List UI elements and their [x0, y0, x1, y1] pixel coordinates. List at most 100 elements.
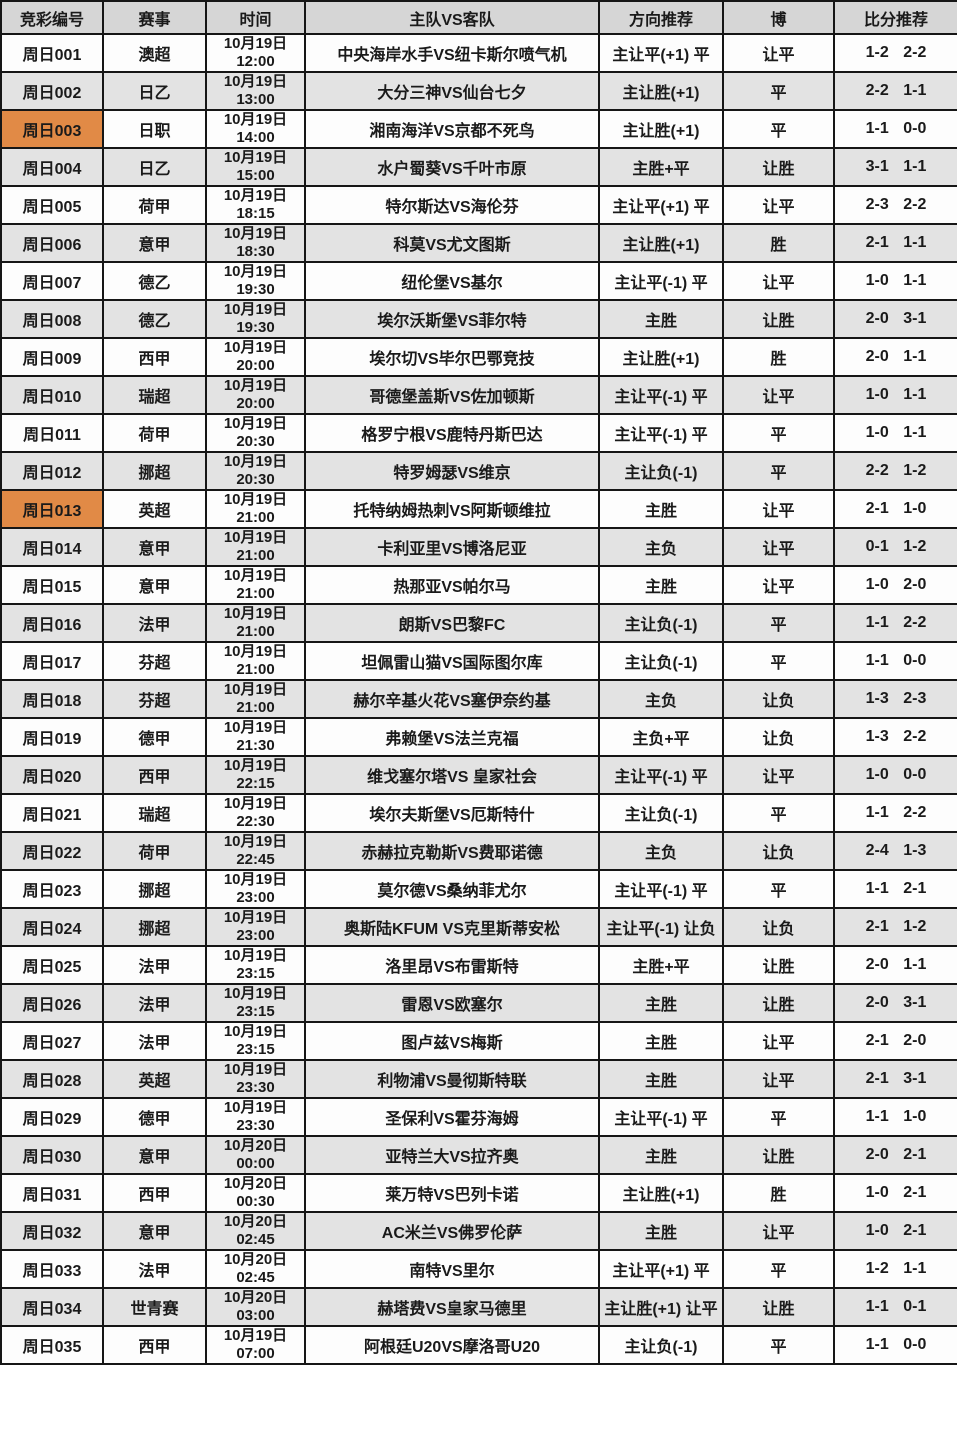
bet-recommendation-cell: 平	[722, 413, 835, 453]
direction-recommendation-cell: 主让负(-1)	[598, 641, 724, 681]
time-cell: 10月19日 21:00	[205, 641, 306, 681]
league-cell: 世青赛	[102, 1287, 207, 1327]
time-cell: 10月19日 22:30	[205, 793, 306, 833]
match-id-cell: 周日013	[0, 489, 104, 529]
match-date: 10月20日	[223, 1175, 288, 1193]
match-id-cell: 周日021	[0, 793, 104, 833]
score-recommendation-cell: 1-1 0-0	[833, 109, 957, 149]
match-id-cell: 周日031	[0, 1173, 104, 1213]
score-recommendation-cell: 1-1 2-1	[833, 869, 957, 909]
direction-recommendation-cell: 主让负(-1)	[598, 793, 724, 833]
direction-recommendation-cell: 主让平(-1) 平	[598, 375, 724, 415]
match-id-cell: 周日034	[0, 1287, 104, 1327]
table-row: 周日012 挪超 10月19日 20:30 特罗姆瑟VS维京 主让负(-1) 平 2-2 1-…	[0, 451, 957, 491]
table-row: 周日033 法甲 10月20日 02:45 南特VS里尔 主让平(+1) 平平 1-2 1-…	[0, 1249, 957, 1289]
time-cell: 10月19日 23:15	[205, 1021, 306, 1061]
teams-cell: 雷恩VS欧塞尔	[304, 983, 600, 1023]
league-cell: 澳超	[102, 33, 207, 73]
league-cell: 西甲	[102, 1173, 207, 1213]
match-time: 20:00	[236, 357, 275, 374]
bet-recommendation-cell: 让平	[722, 33, 835, 73]
match-time: 15:00	[236, 167, 275, 184]
time-cell: 10月19日 21:00	[205, 679, 306, 719]
score-recommendation-cell: 1-0 1-1	[833, 375, 957, 415]
match-id-cell: 周日011	[0, 413, 104, 453]
score-recommendation-cell: 1-2 2-2	[833, 33, 957, 73]
time-cell: 10月19日 23:30	[205, 1059, 306, 1099]
bet-recommendation-cell: 平	[722, 793, 835, 833]
teams-cell: 水户蜀葵VS千叶市原	[304, 147, 600, 187]
match-date: 10月19日	[223, 833, 288, 851]
match-date: 10月19日	[223, 795, 288, 813]
match-time: 23:30	[236, 1117, 275, 1134]
match-date: 10月19日	[223, 453, 288, 471]
teams-cell: 热那亚VS帕尔马	[304, 565, 600, 605]
score-recommendation-cell: 0-1 1-2	[833, 527, 957, 567]
match-date: 10月19日	[223, 301, 288, 319]
league-cell: 荷甲	[102, 831, 207, 871]
match-date: 10月19日	[223, 149, 288, 167]
direction-recommendation-cell: 主让胜(+1)	[598, 223, 724, 263]
table-row: 周日010 瑞超 10月19日 20:00 哥德堡盖斯VS佐加顿斯 主让平(-1) 平让平…	[0, 375, 957, 415]
column-header-match-id: 竞彩编号	[0, 0, 104, 35]
direction-recommendation-cell: 主胜	[598, 1021, 724, 1061]
time-cell: 10月19日 23:00	[205, 869, 306, 909]
score-recommendation-cell: 1-0 0-0	[833, 755, 957, 795]
match-time: 20:30	[236, 471, 275, 488]
time-cell: 10月19日 20:30	[205, 451, 306, 491]
teams-cell: 莱万特VS巴列卡诺	[304, 1173, 600, 1213]
league-cell: 意甲	[102, 565, 207, 605]
league-cell: 英超	[102, 489, 207, 529]
teams-cell: 朗斯VS巴黎FC	[304, 603, 600, 643]
match-time: 21:00	[236, 623, 275, 640]
score-recommendation-cell: 2-1 1-2	[833, 907, 957, 947]
bet-recommendation-cell: 平	[722, 109, 835, 149]
score-recommendation-cell: 2-3 2-2	[833, 185, 957, 225]
bet-recommendation-cell: 平	[722, 869, 835, 909]
match-time: 23:30	[236, 1079, 275, 1096]
bet-recommendation-cell: 让胜	[722, 1135, 835, 1175]
teams-cell: 圣保利VS霍芬海姆	[304, 1097, 600, 1137]
match-date: 10月19日	[223, 529, 288, 547]
match-id-cell: 周日023	[0, 869, 104, 909]
match-date: 10月19日	[223, 871, 288, 889]
match-id-cell: 周日033	[0, 1249, 104, 1289]
table-row: 周日024 挪超 10月19日 23:00 奥斯陆KFUM VS克里斯蒂安松 主让平(-1…	[0, 907, 957, 947]
bet-recommendation-cell: 让平	[722, 527, 835, 567]
bet-recommendation-cell: 让平	[722, 375, 835, 415]
direction-recommendation-cell: 主让负(-1)	[598, 1325, 724, 1365]
column-header-bet: 博	[722, 0, 835, 35]
score-recommendation-cell: 1-3 2-3	[833, 679, 957, 719]
match-time: 21:30	[236, 737, 275, 754]
direction-recommendation-cell: 主让胜(+1) 让平	[598, 1287, 724, 1327]
bet-recommendation-cell: 让平	[722, 261, 835, 301]
time-cell: 10月19日 14:00	[205, 109, 306, 149]
time-cell: 10月19日 23:15	[205, 983, 306, 1023]
time-cell: 10月19日 07:00	[205, 1325, 306, 1365]
match-date: 10月19日	[223, 491, 288, 509]
column-header-time: 时间	[205, 0, 306, 35]
match-time: 23:15	[236, 965, 275, 982]
teams-cell: 埃尔沃斯堡VS菲尔特	[304, 299, 600, 339]
league-cell: 西甲	[102, 1325, 207, 1365]
teams-cell: 奥斯陆KFUM VS克里斯蒂安松	[304, 907, 600, 947]
match-time: 12:00	[236, 53, 275, 70]
table-row: 周日034 世青赛 10月20日 03:00 赫塔费VS皇家马德里 主让胜(+1) 让平让…	[0, 1287, 957, 1327]
direction-recommendation-cell: 主让平(-1) 平	[598, 413, 724, 453]
score-recommendation-cell: 1-1 0-0	[833, 1325, 957, 1365]
match-time: 19:30	[236, 281, 275, 298]
match-time: 02:45	[236, 1231, 275, 1248]
table-row: 周日011 荷甲 10月19日 20:30 格罗宁根VS鹿特丹斯巴达 主让平(-1) 平平…	[0, 413, 957, 453]
time-cell: 10月19日 21:00	[205, 489, 306, 529]
table-row: 周日016 法甲 10月19日 21:00 朗斯VS巴黎FC 主让负(-1) 平 1-1 2-…	[0, 603, 957, 643]
table-row: 周日022 荷甲 10月19日 22:45 赤赫拉克勒斯VS费耶诺德 主负 让负 2-4 1-…	[0, 831, 957, 871]
match-id-cell: 周日020	[0, 755, 104, 795]
league-cell: 意甲	[102, 223, 207, 263]
score-recommendation-cell: 1-1 0-1	[833, 1287, 957, 1327]
score-recommendation-cell: 2-2 1-1	[833, 71, 957, 111]
league-cell: 西甲	[102, 755, 207, 795]
score-recommendation-cell: 2-0 1-1	[833, 945, 957, 985]
match-date: 10月19日	[223, 1023, 288, 1041]
teams-cell: AC米兰VS佛罗伦萨	[304, 1211, 600, 1251]
direction-recommendation-cell: 主胜	[598, 983, 724, 1023]
